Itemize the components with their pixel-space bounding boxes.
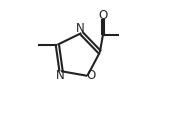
Text: O: O (98, 8, 107, 22)
Text: N: N (76, 22, 84, 35)
Text: O: O (87, 69, 96, 82)
Text: N: N (55, 69, 64, 82)
